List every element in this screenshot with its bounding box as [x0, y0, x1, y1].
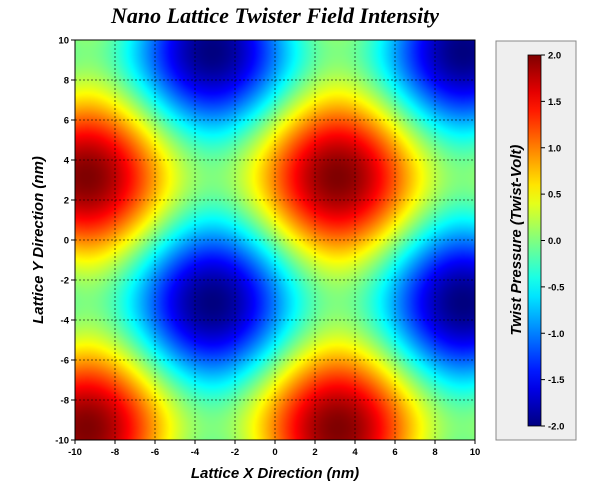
y-tick-label: 10 — [58, 36, 69, 47]
colorbar-panel: 2.0 1.5 1.0 0.5 0.0 -0.5 -1.0 -1.5 -2.0 Twist Pr… — [495, 40, 577, 441]
x-tick-label: -2 — [231, 447, 239, 458]
plot-area — [74, 39, 476, 441]
colorbar-tick-label: 0.5 — [548, 190, 562, 201]
chart-title: Nano Lattice Twister Field Intensity — [110, 3, 439, 28]
y-tick-label: 0 — [64, 236, 69, 247]
y-tick-label: 4 — [64, 156, 70, 167]
x-tick-label: 2 — [312, 447, 317, 458]
y-tick-label: -10 — [55, 436, 69, 447]
grid-lines — [75, 40, 475, 440]
y-tick-label: -8 — [61, 396, 69, 407]
x-tick-label: -4 — [191, 447, 200, 458]
x-tick-label: 10 — [470, 447, 481, 458]
colorbar-tick-label: 2.0 — [548, 51, 561, 62]
colorbar-tick-label: -2.0 — [548, 422, 564, 433]
y-tick-label: 6 — [64, 116, 69, 127]
colorbar-ticks: 2.0 1.5 1.0 0.5 0.0 -0.5 -1.0 -1.5 -2.0 — [541, 51, 565, 433]
colorbar-tick-label: -1.5 — [548, 375, 565, 386]
colorbar-tick-label: 0.0 — [548, 236, 561, 247]
colorbar-gradient — [527, 54, 542, 427]
x-tick-label: 4 — [352, 447, 358, 458]
y-axis-label: Lattice Y Direction (nm) — [30, 156, 47, 324]
x-axis-ticks: -10 -8 -6 -4 -2 0 2 4 6 8 10 — [68, 440, 480, 458]
y-tick-label: -4 — [61, 316, 70, 327]
x-axis-label: Lattice X Direction (nm) — [191, 465, 359, 482]
x-tick-label: -10 — [68, 447, 82, 458]
colorbar-title: Twist Pressure (Twist-Volt) — [508, 145, 525, 336]
colorbar-tick-label: -0.5 — [548, 282, 565, 293]
y-tick-label: 2 — [64, 196, 69, 207]
y-tick-label: -2 — [61, 276, 69, 287]
colorbar-tick-label: -1.0 — [548, 329, 564, 340]
y-axis-ticks: -10 -8 -6 -4 -2 0 2 4 6 8 10 — [55, 36, 75, 447]
colorbar-tick-label: 1.5 — [548, 97, 562, 108]
y-tick-label: -6 — [61, 356, 69, 367]
x-tick-label: -8 — [111, 447, 119, 458]
x-tick-label: 8 — [432, 447, 437, 458]
x-tick-label: 6 — [392, 447, 397, 458]
colorbar-tick-label: 1.0 — [548, 143, 561, 154]
y-tick-label: 8 — [64, 76, 69, 87]
x-tick-label: -6 — [151, 447, 159, 458]
x-tick-label: 0 — [272, 447, 277, 458]
